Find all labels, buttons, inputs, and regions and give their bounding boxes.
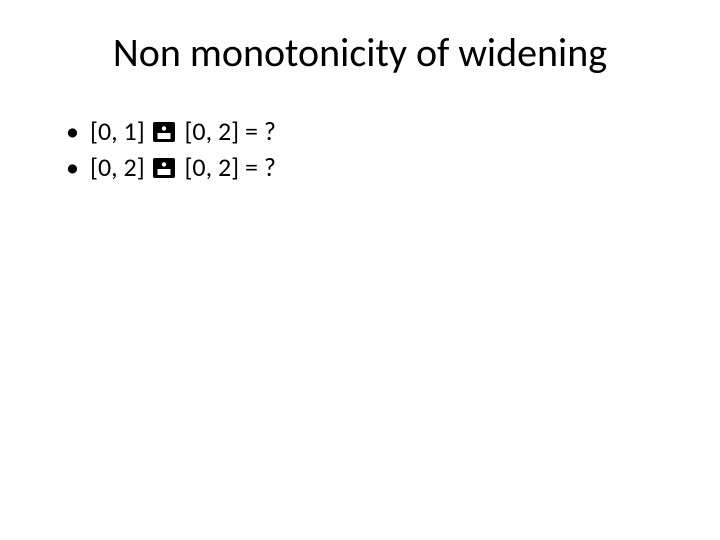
bullet-content: [0, 1] [0, 2] = ? [90, 115, 276, 149]
interval-right: [0, 2] = ? [184, 115, 275, 149]
interval-left: [0, 1] [90, 115, 145, 149]
bullet-list: • [0, 1] [0, 2] = ? • [0, 2] [50, 115, 670, 185]
spacer [145, 151, 151, 185]
spacer [145, 115, 151, 149]
interval-right: [0, 2] = ? [184, 151, 275, 185]
bullet-marker: • [66, 115, 90, 149]
interval-left: [0, 2] [90, 151, 145, 185]
slide-title: Non monotonicity of widening [50, 28, 670, 77]
slide: Non monotonicity of widening • [0, 1] [0… [0, 0, 720, 540]
bullet-marker: • [66, 151, 90, 185]
list-item: • [0, 1] [0, 2] = ? [66, 115, 670, 149]
widen-operator-icon [153, 158, 175, 178]
bullet-content: [0, 2] [0, 2] = ? [90, 151, 276, 185]
widen-operator-icon [153, 122, 175, 142]
list-item: • [0, 2] [0, 2] = ? [66, 151, 670, 185]
